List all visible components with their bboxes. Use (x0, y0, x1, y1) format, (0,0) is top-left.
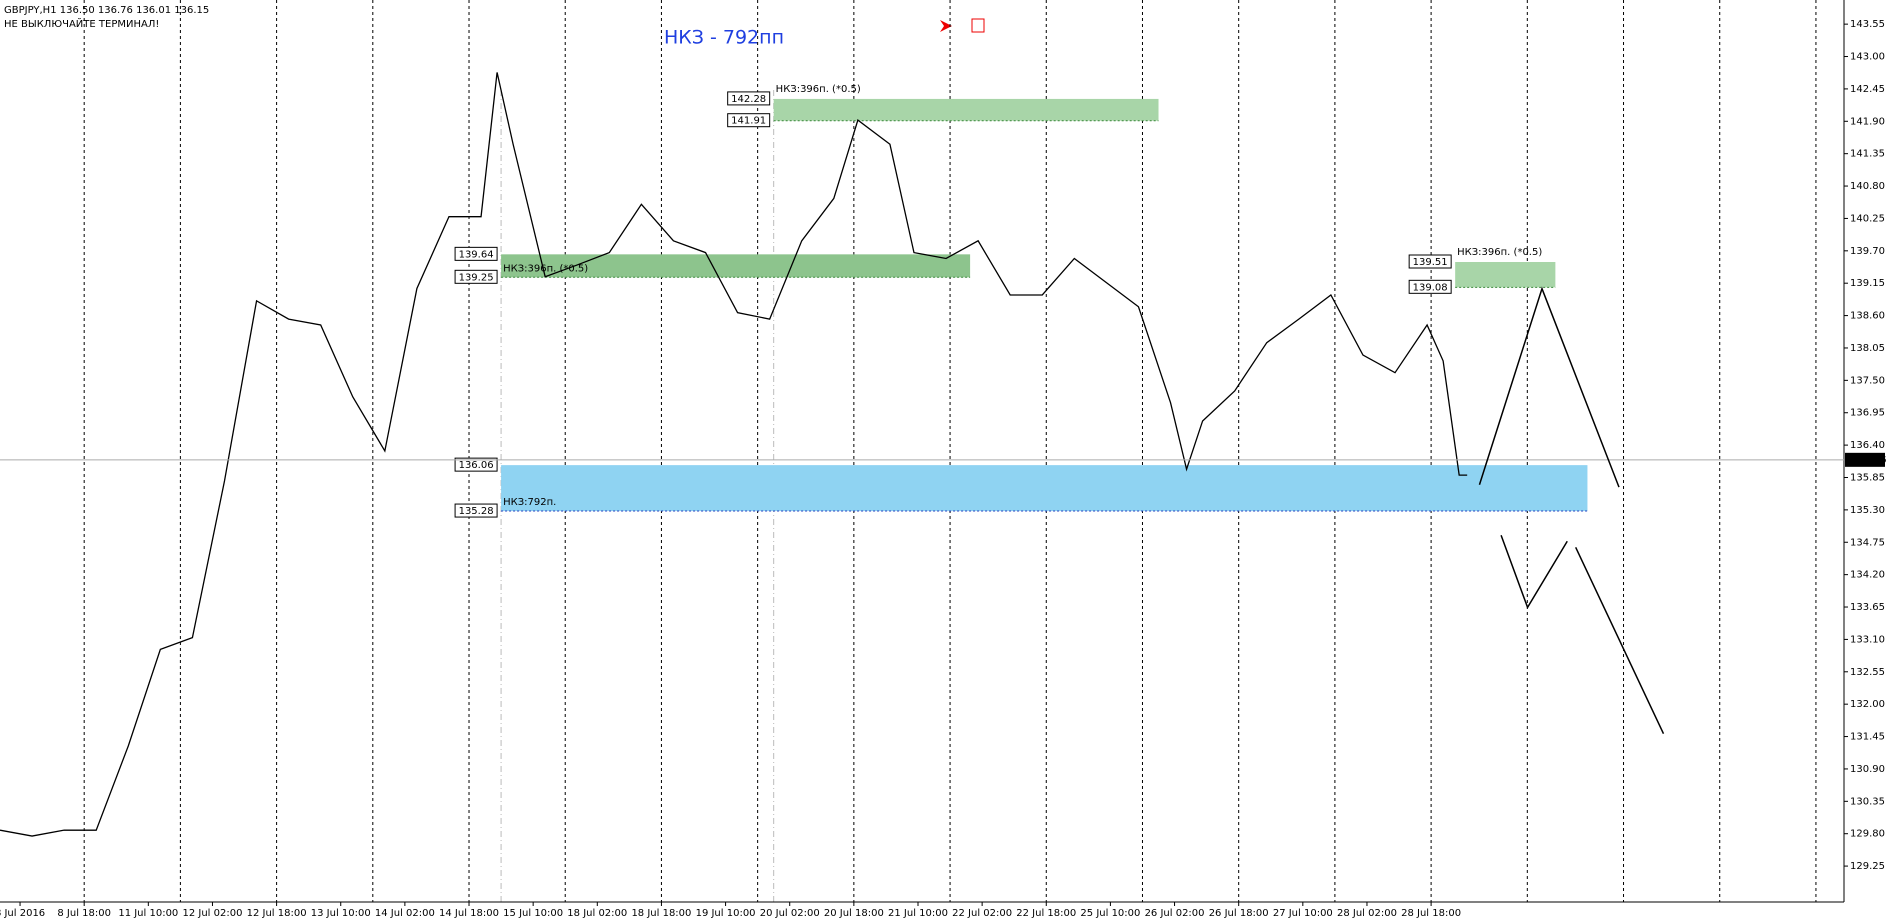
arrow-icon (940, 20, 952, 32)
x-tick-label: 8 Jul 2016 (0, 908, 45, 919)
x-tick-label: 14 Jul 18:00 (439, 908, 499, 919)
zone-label: НКЗ:396п. (*0.5) (1457, 247, 1542, 258)
zone (1455, 262, 1556, 288)
y-tick-label: 130.90 (1850, 764, 1885, 775)
price-tag: 139.64 (459, 249, 494, 260)
x-tick-label: 8 Jul 18:00 (57, 908, 111, 919)
y-tick-label: 131.45 (1850, 732, 1885, 743)
y-tick-label: 139.15 (1850, 278, 1885, 289)
x-tick-label: 27 Jul 10:00 (1273, 908, 1333, 919)
x-tick-label: 19 Jul 10:00 (696, 908, 756, 919)
y-tick-label: 140.25 (1850, 213, 1885, 224)
price-tag-box (454, 503, 498, 518)
price-tag-box (454, 269, 498, 284)
last-price-box (1845, 452, 1885, 467)
y-tick-label: 129.25 (1850, 861, 1885, 872)
y-tick-label: 135.85 (1850, 472, 1885, 483)
y-tick-label: 132.55 (1850, 667, 1885, 678)
y-tick-label: 135.30 (1850, 505, 1885, 516)
x-tick-label: 13 Jul 10:00 (311, 908, 371, 919)
y-tick-label: 140.80 (1850, 181, 1885, 192)
x-tick-label: 12 Jul 18:00 (247, 908, 307, 919)
y-tick-label: 133.10 (1850, 634, 1885, 645)
price-tag-box (727, 91, 771, 106)
y-tick-label: 136.95 (1850, 408, 1885, 419)
zone-label: НКЗ:792п. (503, 497, 556, 508)
x-tick-label: 18 Jul 02:00 (567, 908, 627, 919)
price-tag: 139.25 (459, 272, 494, 283)
x-tick-label: 26 Jul 02:00 (1145, 908, 1205, 919)
y-tick-label: 143.00 (1850, 52, 1885, 63)
y-tick-label: 139.70 (1850, 246, 1885, 257)
price-tag: 139.08 (1413, 282, 1448, 293)
x-tick-label: 18 Jul 18:00 (631, 908, 691, 919)
price-tag: 136.06 (459, 460, 494, 471)
y-tick-label: 141.35 (1850, 149, 1885, 160)
x-tick-label: 22 Jul 18:00 (1016, 908, 1076, 919)
zone-label: НКЗ:396п. (*0.5) (503, 263, 588, 274)
y-tick-label: 136.40 (1850, 440, 1885, 451)
price-tag: 135.28 (459, 506, 494, 517)
x-tick-label: 28 Jul 18:00 (1401, 908, 1461, 919)
stop-icon (971, 18, 985, 33)
forecast-line (1478, 286, 1620, 488)
y-tick-label: 129.80 (1850, 829, 1885, 840)
y-tick-label: 132.00 (1850, 699, 1885, 710)
x-tick-label: 21 Jul 10:00 (888, 908, 948, 919)
x-tick-label: 15 Jul 10:00 (503, 908, 563, 919)
y-tick-label: 138.05 (1850, 343, 1885, 354)
chart-title: НКЗ - 792пп (664, 27, 784, 49)
price-tag-box (1408, 254, 1452, 269)
price-tag: 142.28 (731, 94, 766, 105)
forecast-line (1500, 534, 1568, 610)
price-line (0, 72, 1468, 837)
y-tick-label: 134.20 (1850, 570, 1885, 581)
x-tick-label: 14 Jul 02:00 (375, 908, 435, 919)
x-tick-label: 22 Jul 02:00 (952, 908, 1012, 919)
y-tick-label: 133.65 (1850, 602, 1885, 613)
zone (501, 465, 1588, 512)
y-tick-label: 130.35 (1850, 796, 1885, 807)
zone-label: НКЗ:396п. (*0.5) (776, 84, 861, 95)
price-tag-box (1408, 279, 1452, 294)
x-tick-label: 11 Jul 10:00 (118, 908, 178, 919)
x-tick-label: 12 Jul 02:00 (182, 908, 242, 919)
symbol-header: GBPJPY,H1 136.50 136.76 136.01 136.15 (4, 5, 209, 16)
x-tick-label: 25 Jul 10:00 (1080, 908, 1140, 919)
price-tag: 141.91 (731, 116, 766, 127)
y-tick-label: 137.50 (1850, 375, 1885, 386)
price-tag-box (727, 113, 771, 128)
forecast-line (1574, 546, 1665, 735)
x-tick-label: 20 Jul 18:00 (824, 908, 884, 919)
price-tag-box (454, 457, 498, 472)
x-tick-label: 26 Jul 18:00 (1209, 908, 1269, 919)
last-price-label: 136.15 (1848, 455, 1886, 466)
warning-text: НЕ ВЫКЛЮЧАЙТЕ ТЕРМИНАЛ! (4, 17, 159, 30)
x-tick-label: 28 Jul 02:00 (1337, 908, 1397, 919)
y-tick-label: 141.90 (1850, 116, 1885, 127)
y-tick-label: 138.60 (1850, 311, 1885, 322)
y-tick-label: 142.45 (1850, 84, 1885, 95)
zone (773, 98, 1159, 121)
y-tick-label: 134.75 (1850, 537, 1885, 548)
price-tag: 139.51 (1413, 257, 1448, 268)
price-tag-box (454, 246, 498, 261)
zone (501, 254, 971, 278)
x-tick-label: 20 Jul 02:00 (760, 908, 820, 919)
y-tick-label: 143.55 (1850, 19, 1885, 30)
